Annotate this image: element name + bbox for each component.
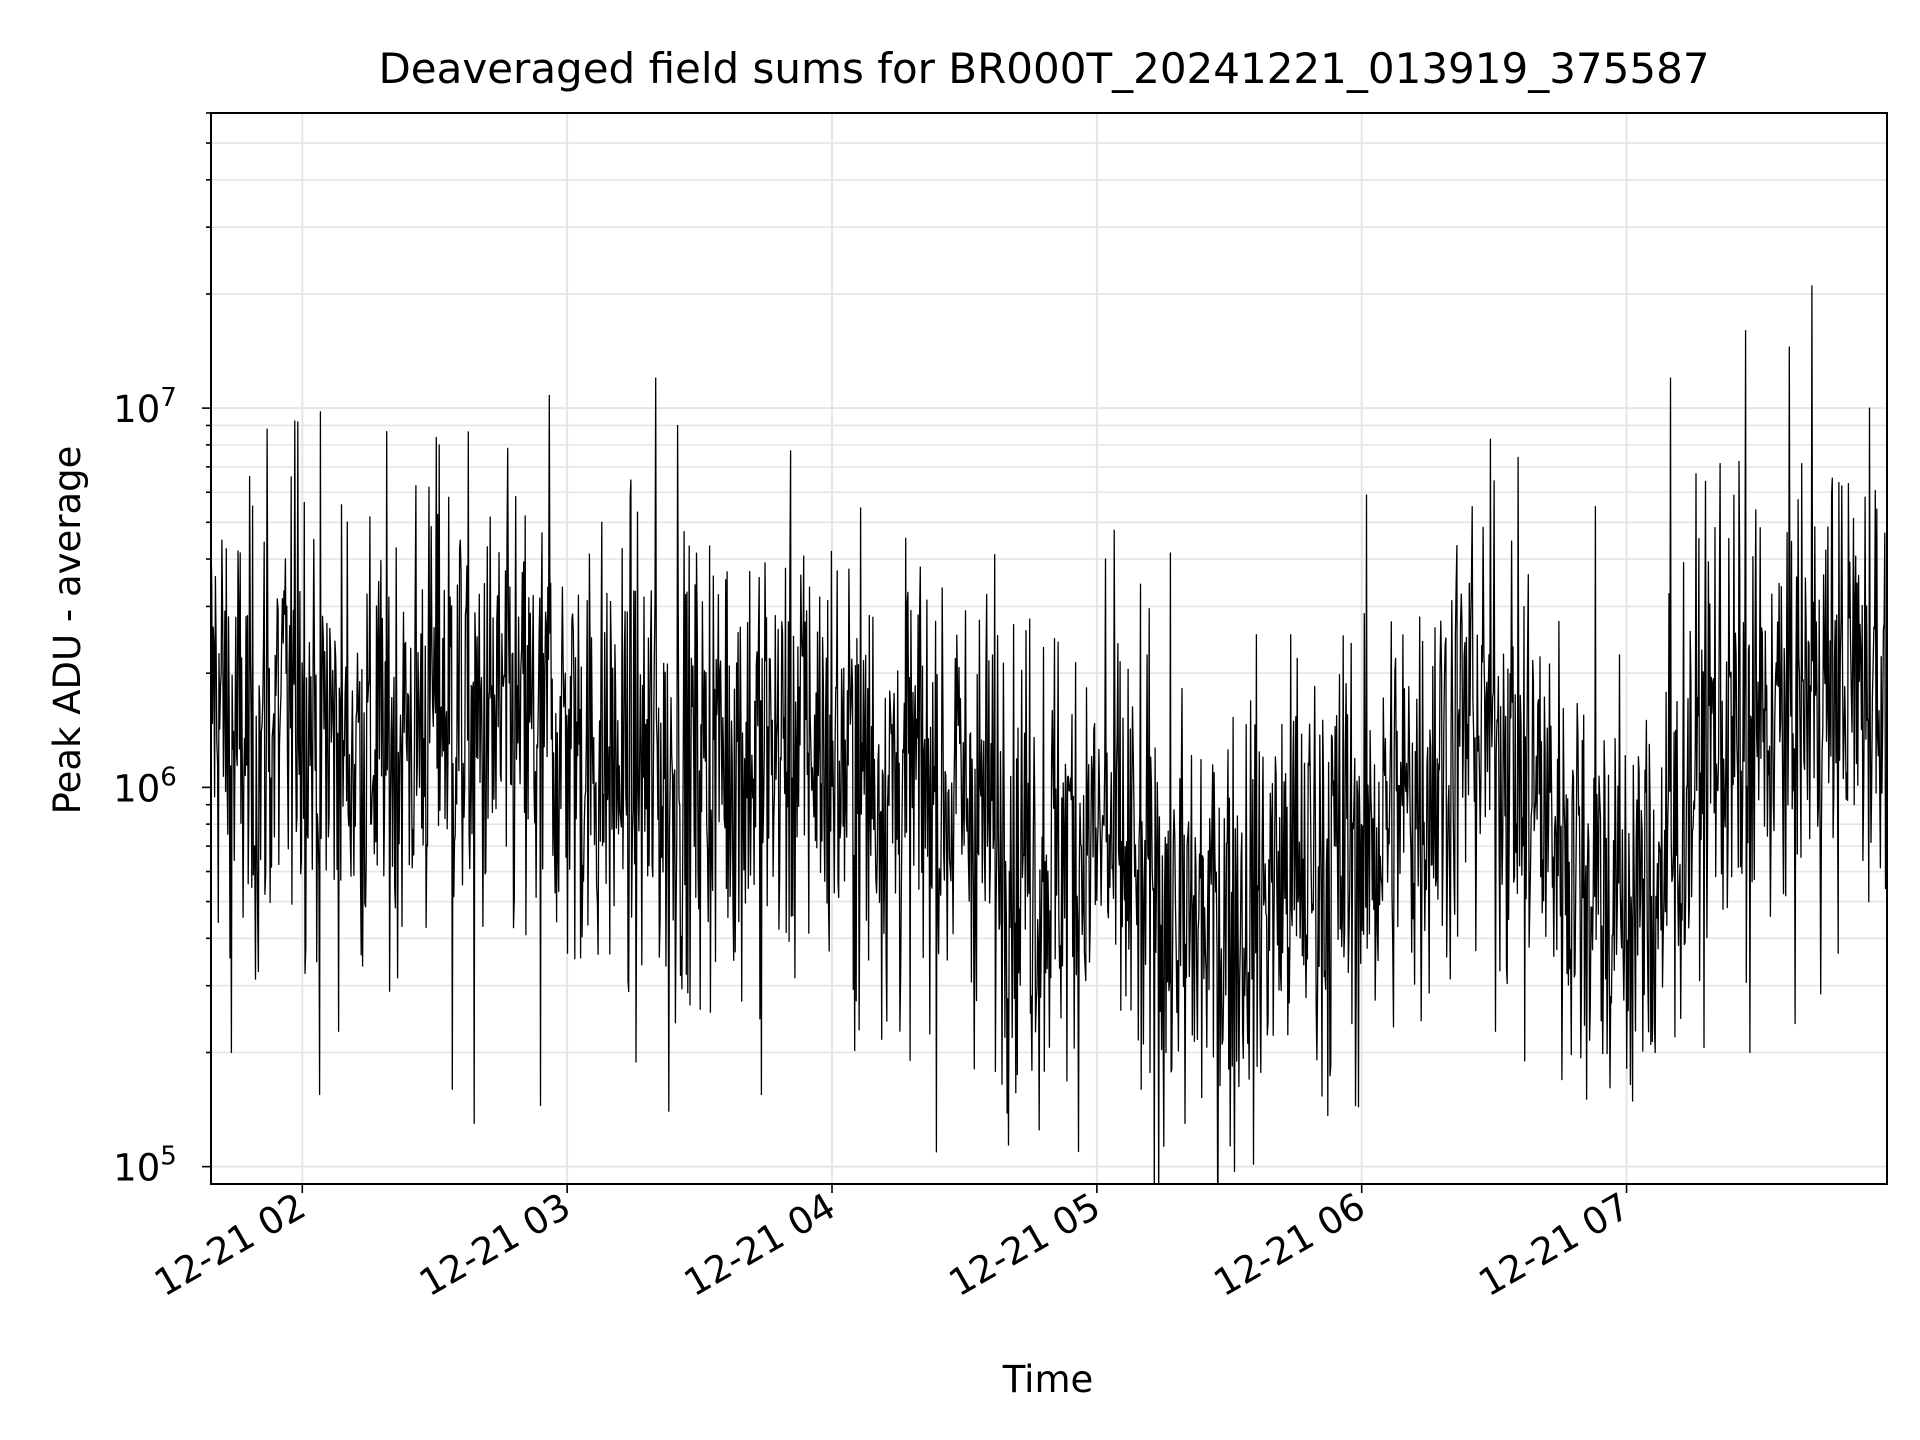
plot-area — [211, 285, 1887, 1184]
chart-title: Deaveraged field sums for BR000T_2024122… — [378, 44, 1709, 93]
y-tick-label: 105 — [113, 1142, 177, 1190]
axes-frame — [210, 112, 1888, 1185]
x-axis-label: Time — [1002, 1358, 1094, 1401]
series-line — [211, 285, 1887, 1184]
y-tick-label: 107 — [113, 383, 177, 431]
y-tick-label: 106 — [113, 762, 177, 810]
grid — [211, 112, 1887, 1184]
y-axis-label: Peak ADU - average — [46, 446, 89, 815]
